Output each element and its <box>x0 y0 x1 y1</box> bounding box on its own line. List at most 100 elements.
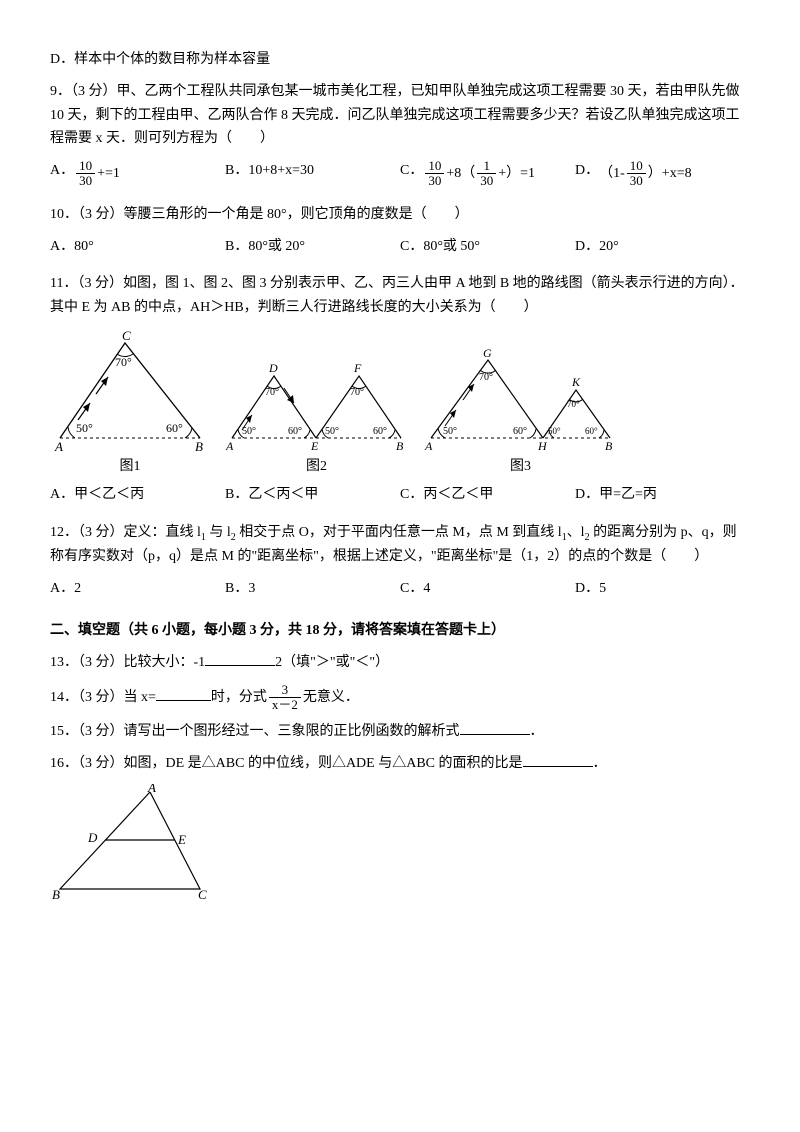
fraction: 1030 <box>627 159 646 189</box>
svg-text:D: D <box>87 830 98 845</box>
svg-text:70°: 70° <box>265 387 279 398</box>
blank[interactable] <box>156 687 211 701</box>
svg-text:C: C <box>198 887 207 902</box>
fraction: 130 <box>477 159 496 189</box>
fraction: 3x－2 <box>269 683 301 713</box>
svg-text:70°: 70° <box>350 387 364 398</box>
q9: 9．（3 分）甲、乙两个工程队共同承包某一城市美化工程，已知甲队单独完成这项工程… <box>50 80 750 189</box>
q16: 16．（3 分）如图，DE 是△ABC 的中位线，则△ADE 与△ABC 的面积… <box>50 752 750 776</box>
q10-opt-d: D．20° <box>575 235 750 259</box>
svg-text:B: B <box>605 439 613 453</box>
q10-text: 10．（3 分）等腰三角形的一个角是 80°，则它顶角的度数是（ ） <box>50 203 750 227</box>
svg-text:50°: 50° <box>548 426 561 436</box>
q11-opt-b: B．乙＜丙＜甲 <box>225 483 400 507</box>
svg-text:50°: 50° <box>325 426 339 437</box>
svg-text:60°: 60° <box>288 426 302 437</box>
opt-letter: D． <box>575 159 599 183</box>
q14-mid: 时，分式 <box>211 690 267 705</box>
text: +）=1 <box>498 166 535 181</box>
svg-text:C: C <box>122 328 131 343</box>
q13: 13．（3 分）比较大小：-1 2（填"＞"或"＜"） <box>50 651 750 675</box>
q9-opt-a: A． 1030+=1 <box>50 159 225 189</box>
fraction: 1030 <box>425 159 444 189</box>
q11: 11．（3 分）如图，图 1、图 2、图 3 分别表示甲、乙、丙三人由甲 A 地… <box>50 272 750 506</box>
section2-title: 二、填空题（共 6 小题，每小题 3 分，共 18 分，请将答案填在答题卡上） <box>50 619 750 643</box>
q15: 15．（3 分）请写出一个图形经过一、三象限的正比例函数的解析式 ． <box>50 720 750 744</box>
q10: 10．（3 分）等腰三角形的一个角是 80°，则它顶角的度数是（ ） A．80°… <box>50 203 750 259</box>
blank[interactable] <box>205 652 275 666</box>
svg-text:B: B <box>195 439 203 453</box>
q11-opt-c: C．丙＜乙＜甲 <box>400 483 575 507</box>
svg-text:50°: 50° <box>443 426 457 437</box>
fig2-caption: 图2 <box>224 455 409 479</box>
q14: 14．（3 分）当 x= 时，分式3x－2无意义． <box>50 683 750 713</box>
svg-text:A: A <box>225 439 234 453</box>
blank[interactable] <box>523 753 593 767</box>
svg-text:E: E <box>310 439 319 453</box>
q11-text: 11．（3 分）如图，图 1、图 2、图 3 分别表示甲、乙、丙三人由甲 A 地… <box>50 272 750 320</box>
q9-opt-b: B．10+8+x=30 <box>225 159 400 189</box>
svg-text:E: E <box>177 832 186 847</box>
svg-text:70°: 70° <box>479 372 493 383</box>
fig1-wrap: A B C 50° 60° 70° 图1 <box>50 328 210 479</box>
q9-opt-c: C． 1030+8（130+）=1 <box>400 159 575 189</box>
fig1-svg: A B C 50° 60° 70° <box>50 328 210 453</box>
q12: 12．（3 分）定义：直线 l1 与 l2 相交于点 O，对于平面内任意一点 M… <box>50 521 750 601</box>
q11-figures: A B C 50° 60° 70° 图1 A E <box>50 328 750 479</box>
fig3-svg: A H B G K 50° 60° 50° 60° 70° 70° <box>423 348 618 453</box>
q16-pre: 16．（3 分）如图，DE 是△ABC 的中位线，则△ADE 与△ABC 的面积… <box>50 756 523 771</box>
q11-opt-a: A．甲＜乙＜丙 <box>50 483 225 507</box>
q9-opt-d: D． （1-1030）+x=8 <box>575 159 750 189</box>
svg-text:50°: 50° <box>242 426 256 437</box>
svg-text:G: G <box>483 348 492 360</box>
q10-opt-c: C．80°或 50° <box>400 235 575 259</box>
svg-text:K: K <box>571 375 581 389</box>
svg-text:A: A <box>147 784 156 795</box>
blank[interactable] <box>460 721 530 735</box>
text: +8（ <box>446 166 475 181</box>
svg-text:B: B <box>52 887 60 902</box>
svg-text:60°: 60° <box>373 426 387 437</box>
q12-text: 12．（3 分）定义：直线 l1 与 l2 相交于点 O，对于平面内任意一点 M… <box>50 521 750 570</box>
q15-post: ． <box>530 724 544 739</box>
svg-text:A: A <box>424 439 433 453</box>
q12-opt-b: B．3 <box>225 577 400 601</box>
q13-pre: 13．（3 分）比较大小：-1 <box>50 655 205 670</box>
q8-option-d: D．样本中个体的数目称为样本容量 <box>50 48 750 72</box>
fig3-wrap: A H B G K 50° 60° 50° 60° 70° 70° 图3 <box>423 348 618 479</box>
q10-opt-a: A．80° <box>50 235 225 259</box>
opt-letter: C． <box>400 159 423 183</box>
q9-text: 9．（3 分）甲、乙两个工程队共同承包某一城市美化工程，已知甲队单独完成这项工程… <box>50 80 750 151</box>
svg-text:70°: 70° <box>115 355 132 369</box>
svg-text:H: H <box>537 439 548 453</box>
q11-opt-d: D．甲=乙=丙 <box>575 483 750 507</box>
q12-opt-d: D．5 <box>575 577 750 601</box>
text: ）+x=8 <box>648 166 692 181</box>
svg-text:60°: 60° <box>585 426 598 436</box>
svg-text:60°: 60° <box>166 421 183 435</box>
fig1-caption: 图1 <box>50 455 210 479</box>
text: +=1 <box>97 166 120 181</box>
svg-text:F: F <box>353 361 362 375</box>
q16-figure: A D E B C <box>50 784 210 904</box>
fraction: 1030 <box>76 159 95 189</box>
q12-opt-c: C．4 <box>400 577 575 601</box>
q12-opt-a: A．2 <box>50 577 225 601</box>
svg-text:50°: 50° <box>76 421 93 435</box>
text: （1- <box>599 166 625 181</box>
text: B．10+8+x=30 <box>225 159 314 183</box>
svg-text:A: A <box>54 439 63 453</box>
svg-text:70°: 70° <box>567 399 580 409</box>
q13-post: 2（填"＞"或"＜"） <box>275 655 389 670</box>
svg-text:D: D <box>268 361 278 375</box>
fig3-caption: 图3 <box>423 455 618 479</box>
q10-opt-b: B．80°或 20° <box>225 235 400 259</box>
q14-pre: 14．（3 分）当 x= <box>50 690 156 705</box>
svg-text:B: B <box>396 439 404 453</box>
opt-letter: A． <box>50 159 74 183</box>
fig2-wrap: A E B D F 50° 60° 50° 60° 70° 70° 图2 <box>224 358 409 479</box>
fig2-svg: A E B D F 50° 60° 50° 60° 70° 70° <box>224 358 409 453</box>
q15-pre: 15．（3 分）请写出一个图形经过一、三象限的正比例函数的解析式 <box>50 724 460 739</box>
q14-post: 无意义． <box>303 690 359 705</box>
q16-post: ． <box>593 756 607 771</box>
